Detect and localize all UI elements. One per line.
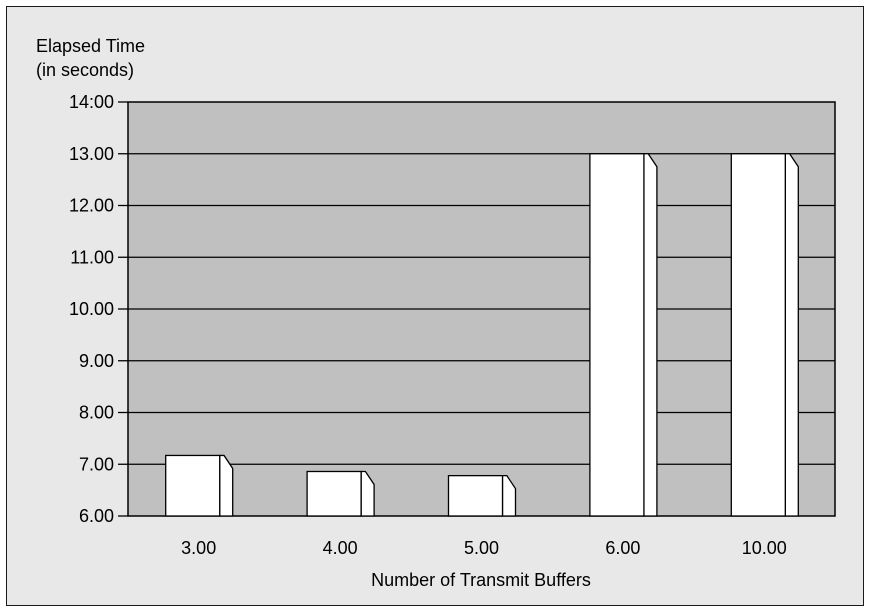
y-tick-label: 12.00: [69, 196, 114, 216]
bar: [306, 470, 375, 517]
x-axis-label: Number of Transmit Buffers: [371, 570, 591, 590]
y-tick-label: 14:00: [69, 92, 114, 112]
bar: [589, 153, 658, 517]
bar-front: [306, 470, 362, 517]
y-tick-label: 11.00: [70, 247, 114, 267]
y-axis-ticks: 6.00 7.00 8.00 9.00 10.00 11.00 12.00 13.00 14:0…: [69, 92, 128, 526]
x-tick-label: 5.00: [464, 538, 499, 558]
bar: [165, 454, 234, 517]
x-axis-ticks: 3.00 4.00 5.00 6.00 10.00: [181, 538, 787, 558]
y-tick-label: 10.00: [69, 299, 114, 319]
bar-front: [589, 153, 645, 517]
x-tick-label: 3.00: [181, 538, 216, 558]
bar-front: [447, 474, 504, 517]
bar-side: [784, 153, 799, 517]
y-tick-label: 6.00: [79, 506, 114, 526]
bar-front: [730, 153, 786, 517]
y-tick-label: 7.00: [79, 454, 114, 474]
bar: [730, 153, 799, 517]
y-tick-label: 9.00: [79, 351, 114, 371]
bar: [447, 474, 517, 517]
bar-side: [219, 454, 234, 517]
bar-front: [165, 454, 221, 517]
y-tick-label: 13.00: [69, 144, 114, 164]
x-tick-label: 4.00: [323, 538, 358, 558]
y-axis-label-line1: Elapsed Time: [36, 36, 145, 56]
x-tick-label: 10.00: [742, 538, 787, 558]
x-tick-label: 6.00: [605, 538, 640, 558]
y-axis-label-line2: (in seconds): [36, 60, 134, 80]
grid-lines: [128, 153, 835, 465]
bar-side: [643, 153, 658, 517]
y-tick-label: 8.00: [79, 403, 114, 423]
bars: [165, 153, 799, 517]
